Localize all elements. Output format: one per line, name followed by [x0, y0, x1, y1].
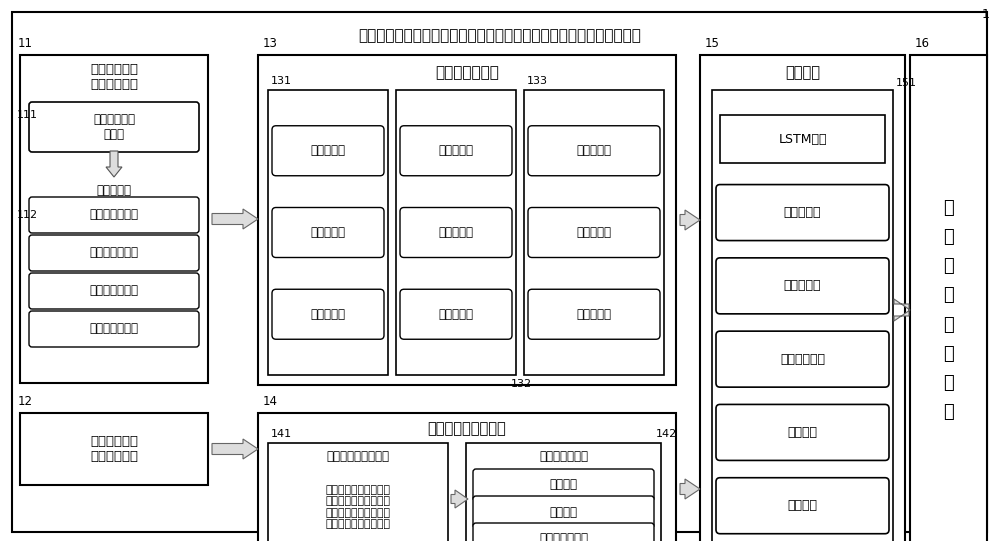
- FancyBboxPatch shape: [473, 469, 654, 501]
- FancyBboxPatch shape: [716, 258, 889, 314]
- Text: 停车有充电片段: 停车有充电片段: [90, 285, 138, 298]
- FancyBboxPatch shape: [400, 208, 512, 258]
- FancyBboxPatch shape: [528, 289, 660, 339]
- Text: 131: 131: [271, 76, 292, 86]
- FancyBboxPatch shape: [272, 126, 384, 176]
- FancyBboxPatch shape: [716, 478, 889, 534]
- Text: 14: 14: [263, 395, 278, 408]
- Text: 132: 132: [511, 379, 532, 389]
- Text: 151: 151: [896, 78, 917, 88]
- Text: 月快充占比: 月快充占比: [438, 226, 474, 239]
- Text: 车辆特征值提取: 车辆特征值提取: [435, 65, 499, 81]
- Polygon shape: [451, 490, 468, 508]
- Polygon shape: [680, 479, 700, 499]
- FancyBboxPatch shape: [528, 126, 660, 176]
- Polygon shape: [212, 439, 258, 459]
- Text: 新能源公交车
容量测试数据: 新能源公交车 容量测试数据: [90, 435, 138, 463]
- FancyBboxPatch shape: [716, 184, 889, 241]
- Text: 行驶有充电片段: 行驶有充电片段: [90, 208, 138, 221]
- Text: 133: 133: [527, 76, 548, 86]
- FancyBboxPatch shape: [473, 496, 654, 528]
- Bar: [20, 413, 208, 485]
- Text: 模
型
预
测
结
果
输
出: 模 型 预 测 结 果 输 出: [943, 199, 954, 421]
- Polygon shape: [894, 299, 910, 321]
- Text: 模型预测: 模型预测: [788, 499, 818, 512]
- Text: 12: 12: [18, 395, 33, 408]
- Text: 月充电次数: 月充电次数: [438, 144, 474, 157]
- Text: 新能源公交车
联网运行数据: 新能源公交车 联网运行数据: [90, 63, 138, 91]
- Bar: [268, 443, 448, 541]
- Text: 111: 111: [17, 110, 38, 120]
- FancyBboxPatch shape: [716, 331, 889, 387]
- Text: 月高温时长: 月高温时长: [310, 226, 346, 239]
- Text: 数据预处理: 数据预处理: [784, 279, 821, 292]
- Bar: [466, 443, 661, 541]
- Text: 容量衰退率计算: 容量衰退率计算: [539, 532, 588, 541]
- FancyBboxPatch shape: [400, 289, 512, 339]
- FancyBboxPatch shape: [716, 405, 889, 460]
- Bar: [712, 90, 893, 541]
- Bar: [524, 90, 664, 375]
- Text: 数据预处理: 数据预处理: [96, 184, 132, 197]
- FancyBboxPatch shape: [29, 273, 199, 309]
- Bar: [700, 55, 905, 541]
- FancyBboxPatch shape: [29, 102, 199, 152]
- Text: 月平均温度: 月平均温度: [310, 144, 346, 157]
- Text: 融合测试与车联网运行数据的新能源公交车电池剩余寿命预测方案框架: 融合测试与车联网运行数据的新能源公交车电池剩余寿命预测方案框架: [359, 28, 641, 43]
- Text: 1: 1: [982, 8, 990, 21]
- Text: 温度修正: 温度修正: [550, 478, 578, 492]
- Text: 模型训练: 模型训练: [788, 426, 818, 439]
- Text: 月慢充占比: 月慢充占比: [438, 308, 474, 321]
- Bar: [720, 115, 885, 163]
- Bar: [268, 90, 388, 375]
- Text: 加载数据集: 加载数据集: [784, 206, 821, 219]
- Bar: [396, 90, 516, 375]
- FancyBboxPatch shape: [272, 208, 384, 258]
- Polygon shape: [106, 151, 122, 177]
- Bar: [258, 55, 676, 385]
- Text: 车联网运行原
始数据: 车联网运行原 始数据: [93, 113, 135, 141]
- Text: 11: 11: [18, 37, 33, 50]
- Polygon shape: [680, 210, 700, 230]
- Text: LSTM模型: LSTM模型: [778, 133, 827, 146]
- Text: 电流修正: 电流修正: [550, 505, 578, 518]
- Text: 容量测试结果与当次测
试时的车辆采集温度、
电流、时间、里程、额
定容量等数据进行融合: 容量测试结果与当次测 试时的车辆采集温度、 电流、时间、里程、额 定容量等数据进…: [326, 485, 390, 530]
- Polygon shape: [212, 209, 258, 229]
- Text: 16: 16: [915, 37, 930, 50]
- Text: 停车无充电片段: 停车无充电片段: [90, 322, 138, 335]
- Bar: [910, 55, 987, 541]
- Text: 模型构建: 模型构建: [785, 65, 820, 81]
- Text: 月低温时长: 月低温时长: [310, 308, 346, 321]
- FancyBboxPatch shape: [473, 523, 654, 541]
- Text: 13: 13: [263, 37, 278, 50]
- Text: 141: 141: [271, 429, 292, 439]
- Text: 月行驶里程: 月行驶里程: [576, 144, 612, 157]
- FancyBboxPatch shape: [29, 197, 199, 233]
- Bar: [258, 413, 676, 541]
- Text: 月行驶时间: 月行驶时间: [576, 226, 612, 239]
- Text: 月行驶次数: 月行驶次数: [576, 308, 612, 321]
- Text: 容量衰退量确定: 容量衰退量确定: [539, 451, 588, 464]
- FancyBboxPatch shape: [528, 208, 660, 258]
- Text: 15: 15: [705, 37, 720, 50]
- FancyBboxPatch shape: [29, 235, 199, 271]
- Text: 行驶无充电片段: 行驶无充电片段: [90, 247, 138, 260]
- Bar: [20, 55, 208, 383]
- Text: 模型数据输入: 模型数据输入: [780, 353, 825, 366]
- FancyBboxPatch shape: [29, 311, 199, 347]
- FancyBboxPatch shape: [272, 289, 384, 339]
- Text: 电池容量目标值计算: 电池容量目标值计算: [428, 421, 506, 437]
- Text: 142: 142: [656, 429, 677, 439]
- Text: 112: 112: [17, 210, 38, 220]
- Text: 测试与运行数据融合: 测试与运行数据融合: [326, 451, 390, 464]
- FancyBboxPatch shape: [400, 126, 512, 176]
